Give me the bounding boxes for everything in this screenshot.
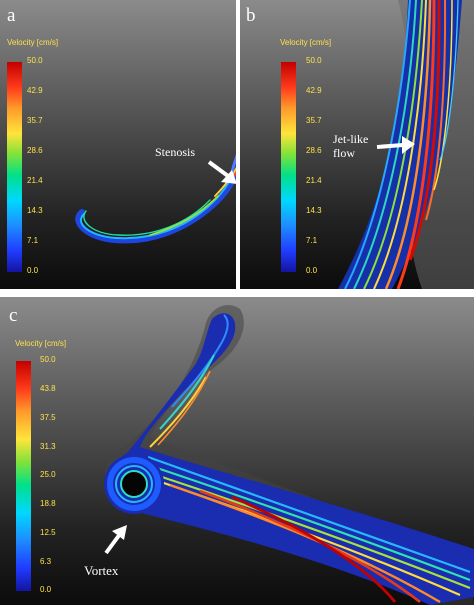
annotation-stenosis: Stenosis xyxy=(155,145,196,159)
arrow-vortex-c xyxy=(104,525,127,555)
vessel-visualization-c xyxy=(104,305,474,605)
panel-label-c: c xyxy=(9,305,18,326)
flow-streamlines-c xyxy=(147,314,471,604)
vessel-visualization-b xyxy=(338,0,474,289)
tick-b-6: 7.1 xyxy=(306,236,318,245)
velocity-title-c: Velocity [cm/s] xyxy=(15,339,67,348)
tick-c-1: 43.8 xyxy=(40,384,56,393)
colorbar-a xyxy=(7,62,22,272)
tick-c-6: 12.5 xyxy=(40,528,56,537)
flow-streamlines-a xyxy=(75,154,236,244)
velocity-title-a: Velocity [cm/s] xyxy=(7,38,59,47)
tick-a-0: 50.0 xyxy=(27,56,43,65)
tick-a-7: 0.0 xyxy=(27,266,39,275)
annotation-jet-line2: flow xyxy=(333,146,355,160)
colorbar-b xyxy=(281,62,296,272)
tick-a-1: 42.9 xyxy=(27,86,43,95)
flow-streamlines-b xyxy=(344,0,459,289)
panel-a: a Velocity [cm/s] 50.0 42.9 35.7 28.6 21… xyxy=(0,0,236,289)
panel-label-a: a xyxy=(7,5,16,26)
annotation-vortex: Vortex xyxy=(84,563,119,578)
tick-c-4: 25.0 xyxy=(40,470,56,479)
tick-a-6: 7.1 xyxy=(27,236,39,245)
colorbar-c xyxy=(16,361,31,591)
tick-c-8: 0.0 xyxy=(40,585,52,594)
tick-a-3: 28.6 xyxy=(27,146,43,155)
tick-a-2: 35.7 xyxy=(27,116,43,125)
arrow-stenosis-a xyxy=(207,160,236,184)
tick-b-7: 0.0 xyxy=(306,266,318,275)
tick-c-2: 37.5 xyxy=(40,413,56,422)
tick-c-7: 6.3 xyxy=(40,557,52,566)
panel-b: b Velocity [cm/s] 50.0 42.9 35.7 28.6 21… xyxy=(240,0,474,289)
tick-a-4: 21.4 xyxy=(27,176,43,185)
tick-b-2: 35.7 xyxy=(306,116,322,125)
panel-c: c Velocity [cm/s] 50.0 43.8 37.5 31.3 25… xyxy=(0,297,474,605)
panel-label-b: b xyxy=(246,5,256,26)
vortex-c xyxy=(104,454,164,514)
tick-b-1: 42.9 xyxy=(306,86,322,95)
tick-c-5: 18.8 xyxy=(40,499,56,508)
tick-b-0: 50.0 xyxy=(306,56,322,65)
tick-a-5: 14.3 xyxy=(27,206,43,215)
velocity-title-b: Velocity [cm/s] xyxy=(280,38,332,47)
vessel-visualization-a xyxy=(75,154,236,244)
tick-b-5: 14.3 xyxy=(306,206,322,215)
arrow-jet-b xyxy=(376,136,415,154)
tick-c-0: 50.0 xyxy=(40,355,56,364)
tick-b-3: 28.6 xyxy=(306,146,322,155)
tick-b-4: 21.4 xyxy=(306,176,322,185)
tick-c-3: 31.3 xyxy=(40,442,56,451)
annotation-jet-line1: Jet-like xyxy=(333,132,369,146)
